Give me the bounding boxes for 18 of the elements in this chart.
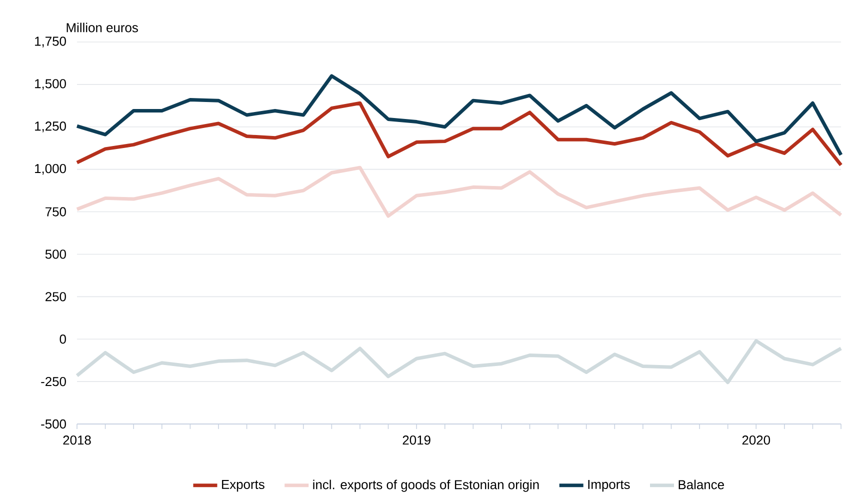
y-tick-label: -250 bbox=[41, 376, 66, 386]
y-tick-label: 0 bbox=[60, 334, 66, 344]
y-tick-label: 750 bbox=[46, 207, 66, 216]
y-tick-label: 1,000 bbox=[35, 164, 66, 175]
y-tick-label: 1,250 bbox=[35, 122, 66, 132]
y-tick-label: 1,500 bbox=[35, 79, 66, 90]
y-tick-label: 1,750 bbox=[35, 36, 66, 48]
x-tick-label: 2019 bbox=[402, 436, 430, 445]
y-tick-label: 500 bbox=[45, 250, 66, 259]
legend-label: Imports bbox=[588, 480, 630, 492]
legend-label: incl. exports of goods of Estonian origin bbox=[313, 480, 539, 492]
y-axis-title: Million euros bbox=[66, 22, 138, 32]
y-tick-label: -500 bbox=[41, 419, 66, 429]
x-tick-label: 2020 bbox=[742, 436, 770, 445]
legend-label: Balance bbox=[678, 480, 724, 490]
x-tick-label: 2018 bbox=[63, 436, 91, 445]
legend-label: Exports bbox=[222, 480, 264, 492]
y-tick-label: 250 bbox=[46, 292, 66, 302]
